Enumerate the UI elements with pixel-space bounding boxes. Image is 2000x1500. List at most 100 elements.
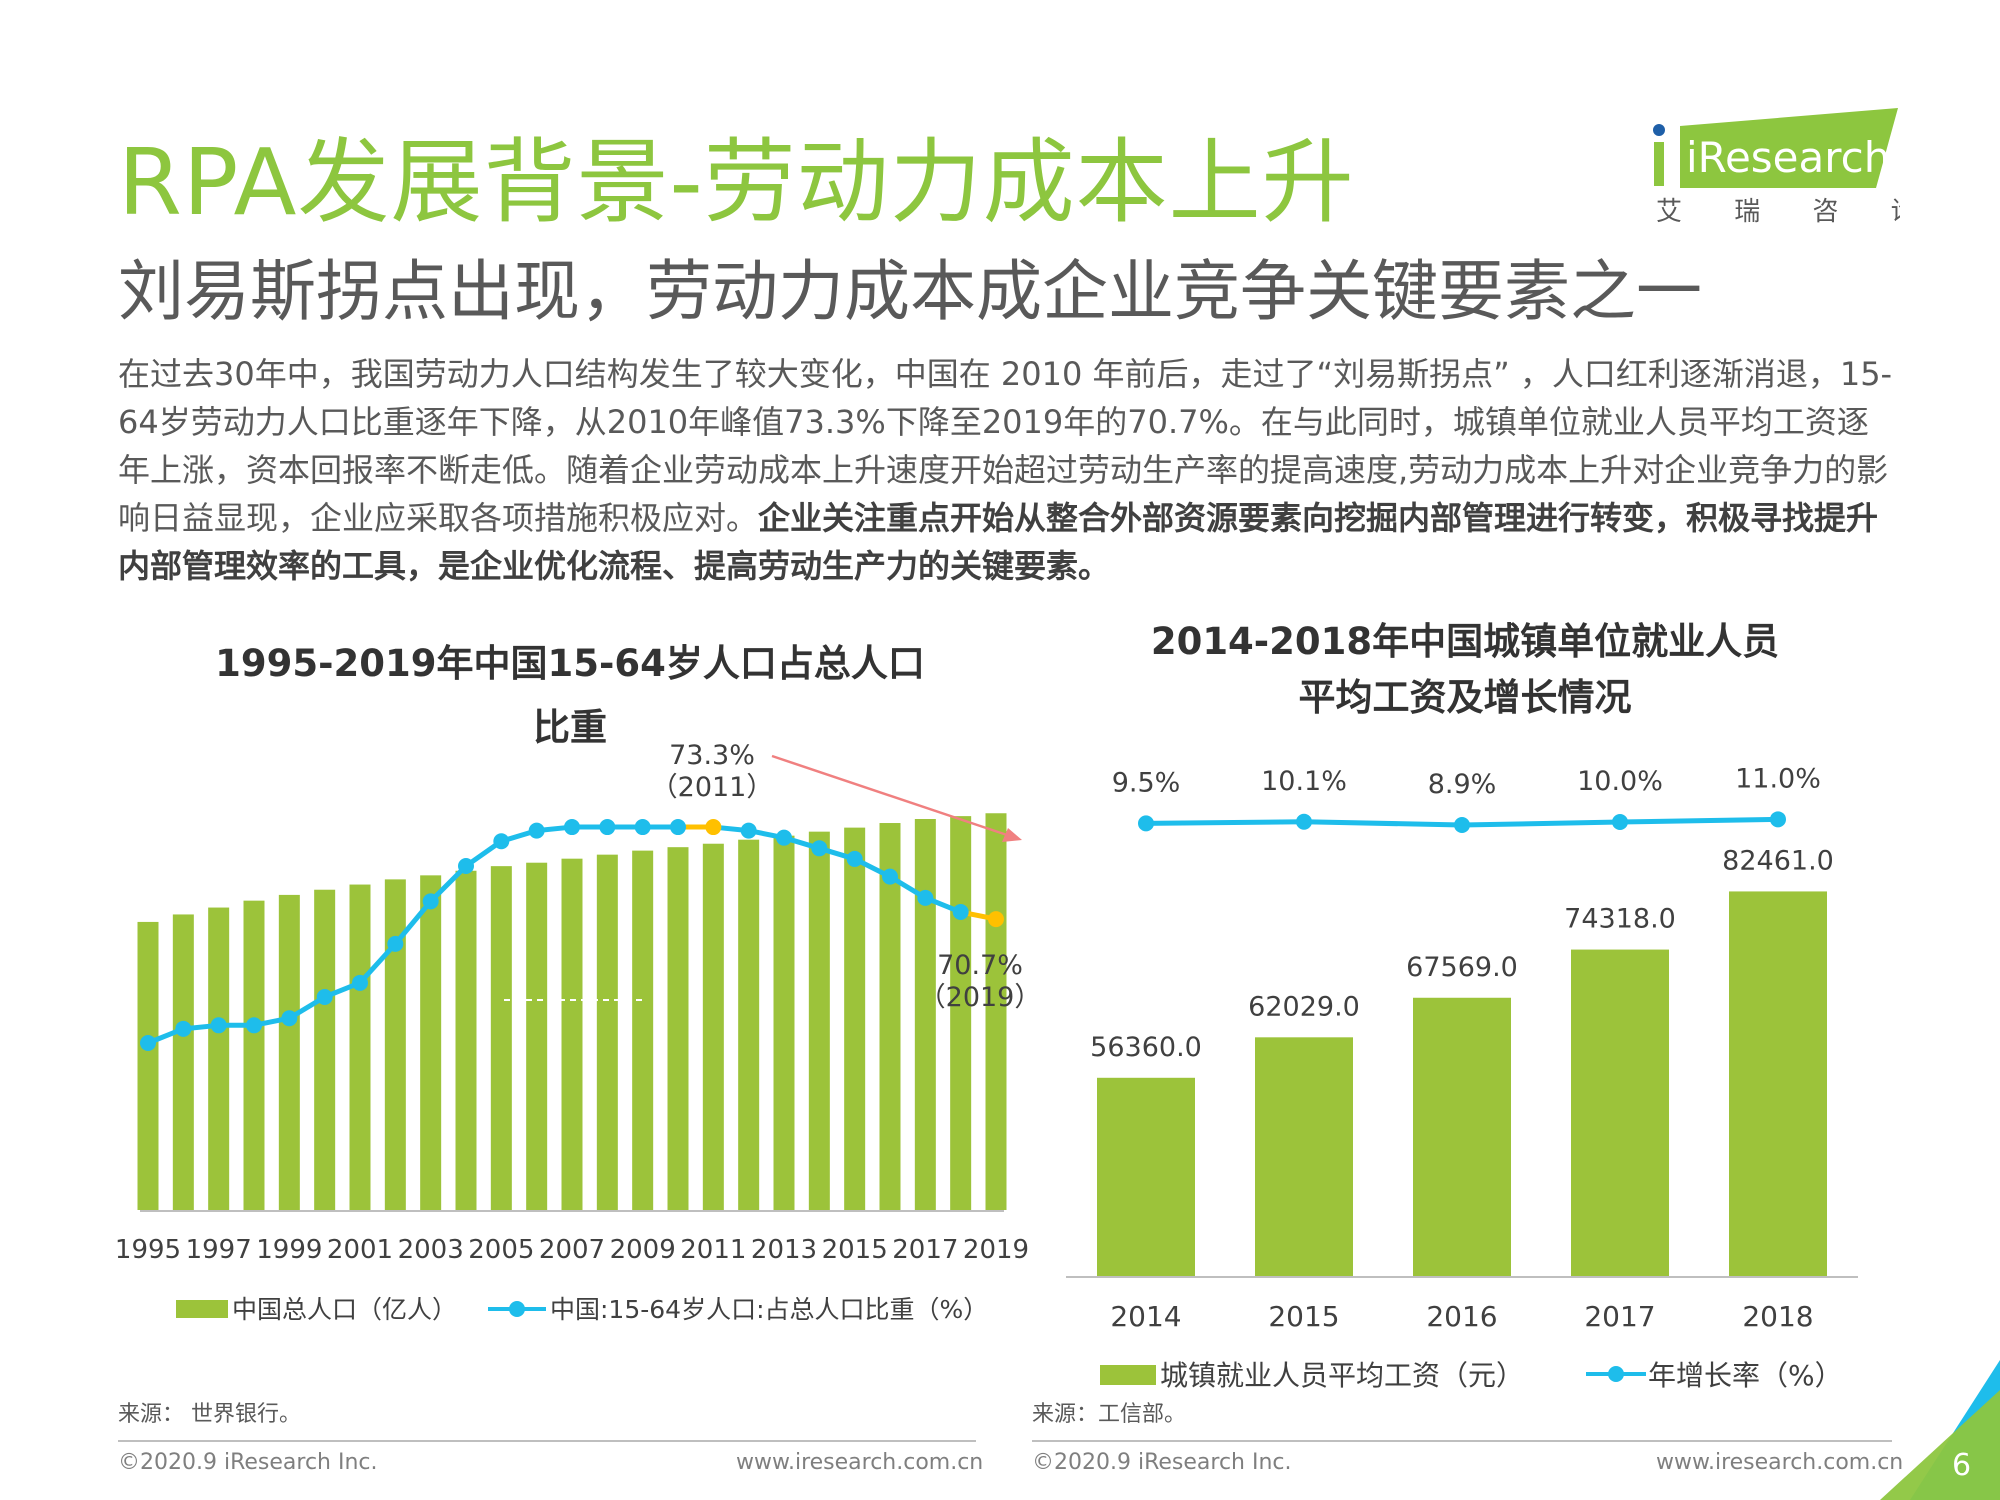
population-bar [985, 813, 1007, 1210]
corner-decoration [1880, 1360, 2000, 1500]
left-chart-title: 1995-2019年中国15-64岁人口占总人口 比重 [200, 632, 940, 760]
page-title: RPA发展背景-劳动力成本上升 [118, 129, 1355, 236]
x-tick-label: 2015 [822, 1235, 888, 1265]
logo-subtext: 艾 瑞 咨 询 [1656, 197, 1900, 227]
footer-copyright-left: ©2020.9 iResearch Inc. [118, 1450, 378, 1475]
legend-bar-swatch [1100, 1365, 1156, 1385]
ratio-point [210, 1017, 227, 1034]
right-chart-title-line1: 2014-2018年中国城镇单位就业人员 [1150, 620, 1780, 663]
legend-bar-label: 中国总人口（亿人） [232, 1295, 457, 1324]
left-chart-title-line2: 比重 [533, 706, 607, 749]
population-bar [667, 847, 689, 1210]
legend-line-label: 年增长率（%） [1648, 1359, 1843, 1392]
peak-annotation-value: 73.3% [669, 740, 755, 771]
x-tick-label: 2019 [963, 1235, 1029, 1265]
ratio-point [564, 819, 580, 836]
ratio-point [352, 974, 368, 991]
population-bar [808, 831, 830, 1210]
intro-text: 在过去30年中，我国劳动力人口结构发生了较大变化，中国在 2010 年前后，走过… [118, 355, 1893, 537]
growth-point [1296, 813, 1312, 830]
ratio-point [740, 822, 757, 839]
population-bar [596, 854, 618, 1210]
wage-bar [1413, 997, 1511, 1276]
population-bar [773, 835, 795, 1210]
growth-point [1454, 817, 1470, 833]
trend-arrow-line [771, 754, 1011, 838]
x-tick-label: 2001 [327, 1235, 393, 1265]
growth-point [1770, 811, 1786, 828]
ratio-point [175, 1020, 192, 1037]
ratio-point [599, 819, 616, 836]
x-tick-label: 1995 [115, 1235, 181, 1265]
x-tick-label: 2017 [1584, 1300, 1655, 1333]
ratio-point [387, 935, 404, 952]
footer-rule-right [1032, 1440, 1892, 1442]
population-bar [278, 894, 300, 1210]
x-tick-label: 2016 [1426, 1300, 1497, 1333]
footer-rule-left [118, 1440, 976, 1442]
population-bar [914, 819, 936, 1210]
ratio-point [281, 1010, 298, 1027]
growth-point [1612, 814, 1628, 831]
ratio-point [634, 819, 651, 836]
page-number: 6 [1952, 1448, 1972, 1483]
end-annotation-value: 70.7% [937, 950, 1023, 981]
ratio-point [246, 1017, 262, 1034]
growth-label: 9.5% [1112, 767, 1181, 798]
legend-bar-label: 城镇就业人员平均工资（元） [1160, 1359, 1524, 1392]
ratio-point [422, 893, 439, 910]
ratio-point [952, 904, 969, 921]
x-tick-label: 1999 [256, 1235, 322, 1265]
legend-line-marker [1608, 1366, 1624, 1382]
population-bar [738, 839, 760, 1210]
population-bar [137, 921, 159, 1210]
right-source: 来源：工信部。 [1032, 1402, 1187, 1427]
population-bar [208, 907, 230, 1210]
wage-bar [1255, 1037, 1353, 1276]
population-bar [844, 827, 866, 1210]
ratio-line-segment [428, 864, 468, 904]
legend-line-marker [509, 1301, 525, 1317]
growth-label: 10.1% [1261, 766, 1347, 797]
population-bar [243, 900, 265, 1210]
legend-line-label: 中国:15-64岁人口:占总人口比重（%） [550, 1295, 988, 1324]
page-subtitle: 刘易斯拐点出现，劳动力成本成企业竞争关键要素之一 [118, 253, 1702, 330]
right-chart-title-line2: 平均工资及增长情况 [1298, 676, 1632, 719]
population-bar [879, 823, 901, 1210]
ratio-point [705, 819, 722, 836]
ratio-point [316, 988, 333, 1005]
wage-bar-label: 67569.0 [1406, 952, 1518, 983]
ratio-point [811, 840, 828, 857]
x-tick-label: 2014 [1110, 1300, 1181, 1333]
population-bar [314, 889, 336, 1210]
left-chart-title-line1: 1995-2019年中国15-64岁人口占总人口 [215, 642, 925, 685]
population-bar [384, 879, 406, 1210]
population-bar [561, 858, 583, 1210]
x-tick-label: 2017 [892, 1235, 958, 1265]
ratio-point [493, 833, 510, 850]
wage-bar [1097, 1077, 1195, 1276]
population-bar [455, 870, 477, 1210]
logo-text: iResearch [1686, 133, 1890, 182]
growth-label: 11.0% [1735, 763, 1821, 794]
footer-site-right[interactable]: www.iresearch.com.cn [1656, 1450, 1904, 1475]
ratio-line-segment [358, 942, 398, 985]
ratio-point [670, 819, 686, 836]
ratio-point [458, 858, 474, 874]
x-tick-label: 1997 [186, 1235, 252, 1265]
ratio-point [846, 850, 863, 867]
growth-point [1138, 815, 1154, 832]
population-bar [420, 875, 442, 1210]
footer-site-left[interactable]: www.iresearch.com.cn [736, 1450, 984, 1475]
wage-bar-label: 82461.0 [1722, 845, 1834, 876]
population-bar [172, 914, 194, 1210]
population-bar [349, 884, 371, 1210]
x-tick-label: 2007 [539, 1235, 605, 1265]
iresearch-logo: iResearch 艾 瑞 咨 询 [1653, 108, 1900, 227]
ratio-point [776, 829, 792, 846]
wage-bar [1571, 949, 1669, 1276]
wage-bar-label: 62029.0 [1248, 991, 1360, 1022]
intro-paragraph: 在过去30年中，我国劳动力人口结构发生了较大变化，中国在 2010 年前后，走过… [118, 350, 1898, 590]
wage-bar [1729, 891, 1827, 1276]
